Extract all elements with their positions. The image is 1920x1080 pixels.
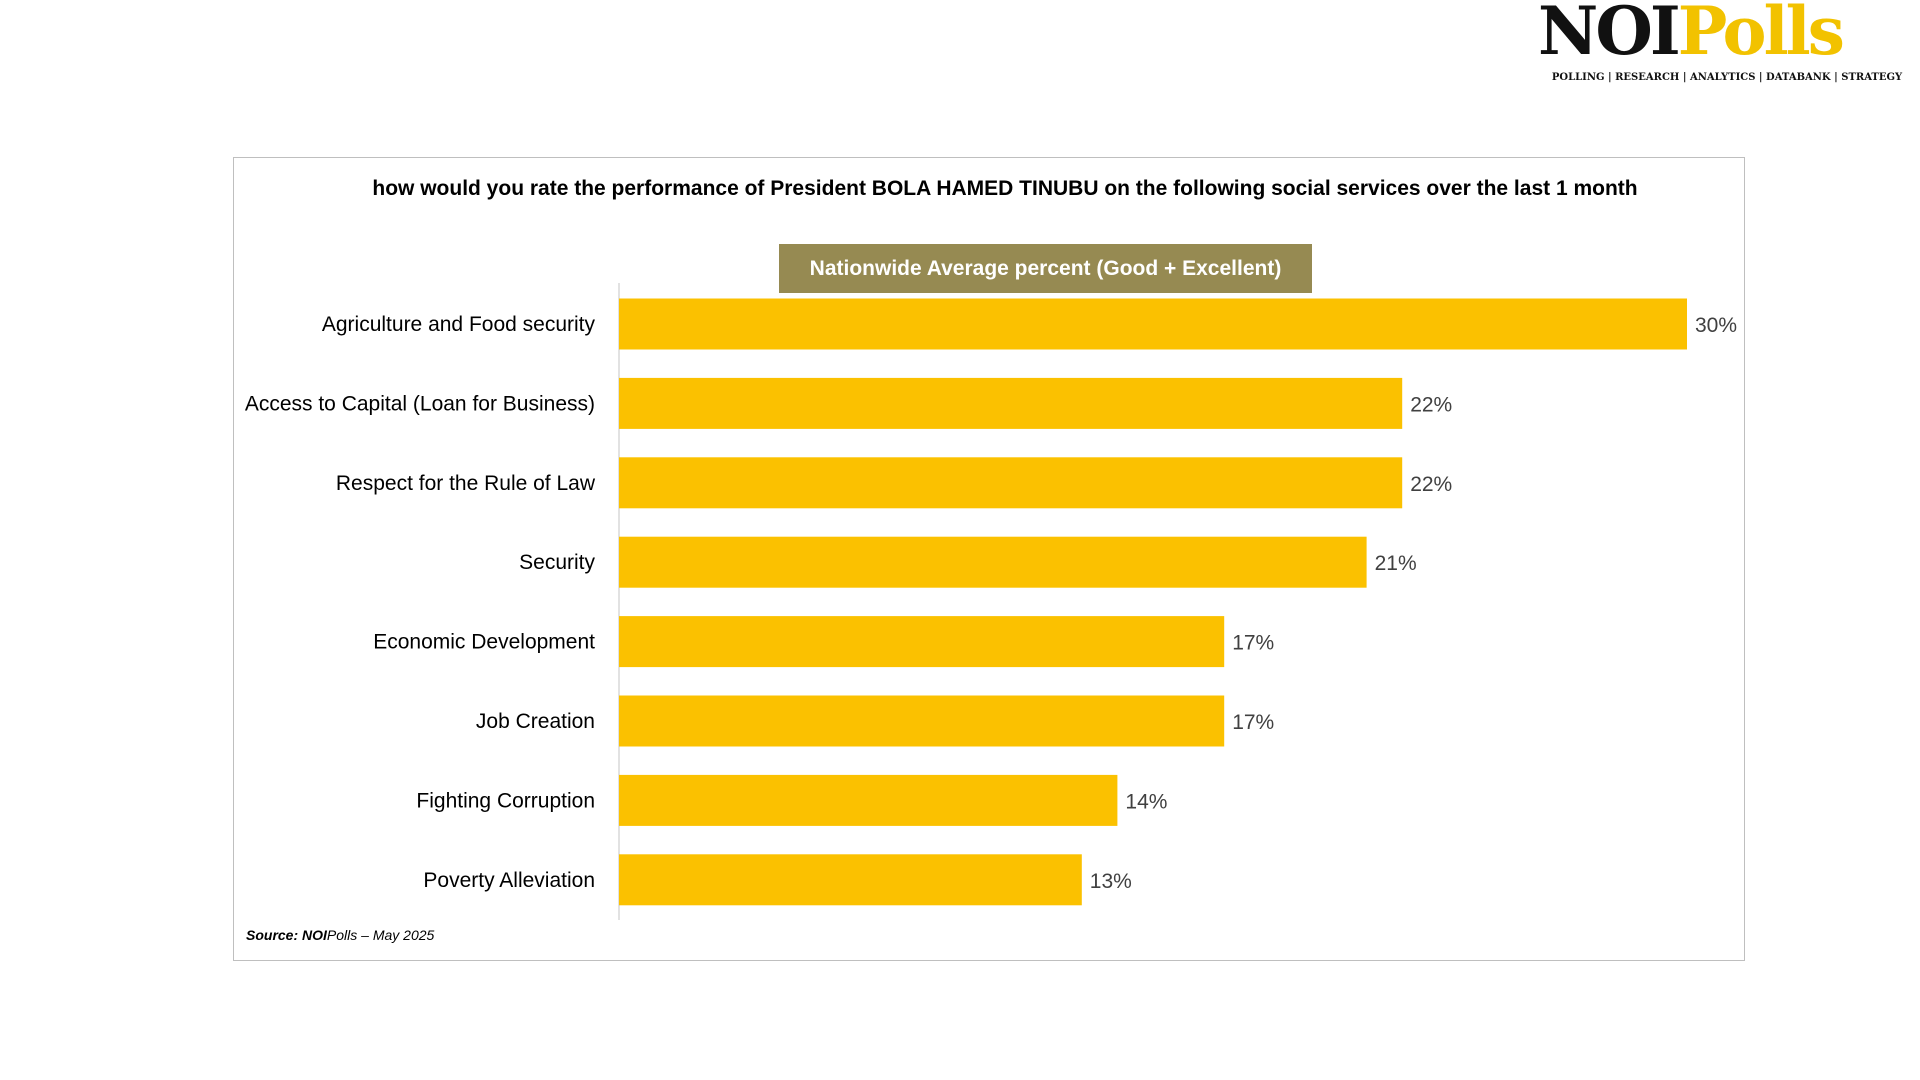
- data-label: 21%: [1375, 552, 1417, 575]
- chart-title: how would you rate the performance of Pr…: [372, 177, 1638, 200]
- category-label: Poverty Alleviation: [423, 869, 595, 892]
- bar: [619, 695, 1225, 747]
- data-label: 13%: [1090, 870, 1132, 893]
- data-label: 22%: [1410, 473, 1452, 496]
- data-label: 30%: [1695, 314, 1737, 337]
- category-label: Respect for the Rule of Law: [336, 472, 596, 495]
- source-label: Source:: [246, 927, 299, 943]
- bar: [619, 457, 1403, 509]
- bar: [619, 854, 1082, 906]
- bar: [619, 774, 1118, 826]
- legend-series-label: Nationwide Average percent (Good + Excel…: [779, 244, 1312, 293]
- data-label: 17%: [1232, 632, 1274, 655]
- category-label: Security: [519, 551, 595, 574]
- category-label: Access to Capital (Loan for Business): [245, 392, 595, 415]
- bar: [619, 536, 1367, 588]
- category-label: Job Creation: [476, 710, 595, 733]
- source-note: Source: NOIPolls – May 2025: [246, 927, 434, 943]
- bar: [619, 616, 1225, 668]
- data-label: 22%: [1410, 393, 1452, 416]
- logo-wordmark: NOIPolls: [1538, 0, 1845, 70]
- noipolls-logo: NOIPolls POLLING | RESEARCH | ANALYTICS …: [1538, 0, 1920, 83]
- data-label: 14%: [1125, 790, 1167, 813]
- category-label: Economic Development: [373, 631, 595, 654]
- logo-tagline: POLLING | RESEARCH | ANALYTICS | DATABAN…: [1551, 72, 1903, 83]
- bar: [619, 377, 1403, 429]
- category-label: Fighting Corruption: [416, 789, 595, 812]
- data-label: 17%: [1232, 711, 1274, 734]
- source-org: NOI: [302, 927, 327, 943]
- source-rest: Polls – May 2025: [326, 927, 435, 943]
- bar: [619, 298, 1687, 350]
- category-label: Agriculture and Food security: [322, 313, 596, 336]
- chart-frame: [233, 157, 1745, 961]
